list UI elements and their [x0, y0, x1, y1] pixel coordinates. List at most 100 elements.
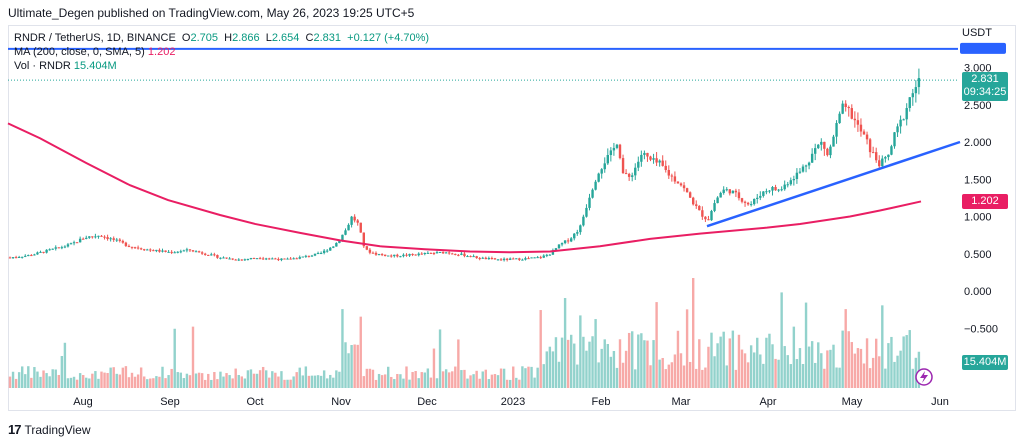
volume-bar: [570, 334, 573, 388]
candle: [298, 257, 301, 259]
h-label: H: [224, 32, 233, 44]
currency-label[interactable]: USDT: [962, 27, 992, 39]
volume-bar: [423, 372, 426, 388]
candle: [847, 106, 850, 109]
volume-bar: [265, 370, 268, 388]
candle: [210, 254, 213, 256]
volume-bar: [600, 348, 603, 388]
candle: [21, 256, 24, 258]
candle: [810, 153, 814, 163]
candle: [225, 257, 228, 259]
volume-bar: [792, 326, 796, 388]
volume-bar: [408, 379, 411, 388]
candle: [475, 256, 478, 259]
candle: [505, 258, 509, 260]
volume-bar: [585, 350, 588, 388]
volume-bar: [426, 368, 430, 388]
volume-bar: [881, 305, 884, 388]
candle: [356, 220, 359, 223]
candle: [673, 176, 677, 182]
candle: [204, 253, 207, 255]
candle: [338, 240, 341, 244]
volume-bar: [222, 376, 225, 388]
volume-bar: [774, 358, 777, 388]
candle: [768, 190, 771, 192]
candle: [600, 169, 603, 174]
candle: [835, 123, 838, 137]
candle: [469, 256, 472, 258]
volume-bar: [801, 364, 805, 388]
lightning-icon[interactable]: [915, 368, 933, 386]
candle: [591, 189, 594, 198]
volume-bar: [749, 345, 753, 388]
candle: [853, 118, 857, 121]
volume-bar: [136, 374, 140, 388]
candle: [566, 240, 570, 242]
chart-frame[interactable]: [8, 25, 1016, 411]
candle: [411, 253, 414, 255]
candle: [707, 219, 710, 221]
volume-bar: [887, 343, 890, 388]
candle: [405, 254, 408, 256]
candle: [881, 158, 884, 167]
hline-price-tag: [960, 42, 1006, 54]
candle: [887, 154, 890, 158]
volume-bar: [463, 369, 466, 388]
candle: [786, 184, 789, 186]
candle: [542, 255, 545, 258]
volume-bar: [512, 366, 515, 388]
volume-bar: [24, 374, 27, 388]
candle: [563, 240, 567, 244]
volume-bar: [139, 367, 143, 388]
candle: [484, 257, 487, 260]
candle: [301, 256, 304, 258]
candle: [664, 165, 667, 170]
candle: [130, 246, 134, 248]
volume-bar: [798, 348, 802, 388]
candle: [640, 154, 643, 162]
volume-bar: [679, 353, 683, 388]
candle: [783, 184, 786, 190]
volume-bar: [414, 371, 417, 388]
candle: [609, 150, 613, 156]
candle: [451, 253, 454, 255]
candle: [560, 243, 564, 245]
volume-bar: [133, 376, 137, 388]
candle: [905, 108, 908, 120]
volume-bar: [115, 373, 118, 388]
candle: [344, 230, 347, 235]
volume-bar: [505, 379, 509, 388]
volume-bar: [533, 377, 536, 388]
volume-bar: [481, 371, 484, 388]
volume-bar: [521, 366, 524, 388]
countdown-value: 09:34:25: [963, 86, 1007, 98]
candle: [631, 175, 634, 177]
time-tick-label: May: [842, 396, 863, 408]
volume-bar: [603, 339, 606, 388]
ma-label[interactable]: MA (200, close, 0, SMA, 5): [14, 46, 145, 58]
candle: [240, 259, 243, 261]
volume-bar: [268, 377, 271, 388]
candle: [228, 258, 231, 260]
candle: [493, 258, 497, 260]
volume-bar: [847, 331, 850, 388]
legend-symbol[interactable]: RNDR / TetherUS, 1D, BINANCE: [14, 32, 176, 44]
candle: [371, 252, 375, 254]
candle: [643, 152, 646, 155]
trendline[interactable]: [706, 140, 961, 228]
volume-bar: [316, 375, 320, 388]
volume-bar: [66, 378, 70, 388]
vol-label[interactable]: Vol · RNDR: [14, 60, 71, 72]
candle: [438, 251, 442, 253]
volume-bar: [100, 371, 103, 388]
candle: [670, 175, 674, 177]
volume-bar: [527, 366, 530, 388]
candle: [295, 258, 298, 260]
volume-bar: [45, 373, 48, 388]
candle: [393, 254, 396, 257]
volume-bar: [338, 371, 341, 388]
candle: [856, 120, 860, 125]
candles: [8, 68, 921, 262]
tradingview-logo[interactable]: 17 TradingView: [8, 422, 91, 437]
